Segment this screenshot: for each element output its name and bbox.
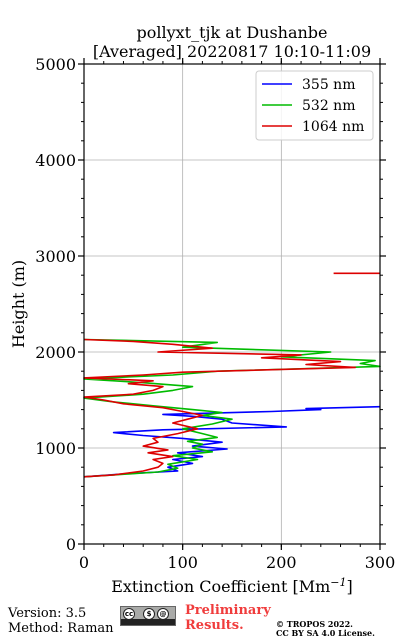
y-tick-label: 5000 (35, 55, 76, 74)
copyright-note: © TROPOS 2022. CC BY SA 4.0 License. (276, 620, 375, 638)
cc-license-icon: cc $ @ (120, 606, 176, 626)
y-tick-label: 3000 (35, 247, 76, 266)
preliminary-line2: Results. (185, 618, 244, 633)
preliminary-line1: Preliminary (185, 603, 271, 618)
x-tick-label: 200 (266, 553, 297, 572)
legend-box (255, 70, 374, 141)
plot-frame (83, 63, 381, 545)
copyright-line2: CC BY SA 4.0 License. (276, 628, 375, 638)
x-tick-label: 300 (365, 553, 396, 572)
legend-label-3: 1064 nm (302, 119, 364, 135)
x-axis-label-sup: −1 (330, 576, 346, 589)
series-line-2 (83, 338, 381, 478)
legend-label-1: 355 nm (302, 77, 355, 93)
y-tick-label: 2000 (35, 343, 76, 362)
x-axis-label: Extinction Coefficient [Mm−1] (111, 576, 353, 596)
y-tick-label: 1000 (35, 439, 76, 458)
y-axis-label: Height (m) (9, 260, 28, 348)
series-layer (83, 272, 381, 478)
y-tick-label: 0 (66, 535, 76, 554)
legend: 355 nm 532 nm 1064 nm (255, 70, 374, 141)
series-line-1 (83, 405, 381, 478)
preliminary-results-note: Preliminary Results. (185, 603, 271, 633)
copyright-line1: © TROPOS 2022. (276, 619, 353, 629)
series-line-3 (83, 338, 357, 478)
version-text: Version: 3.5 (8, 606, 87, 621)
method-text: Method: Raman (8, 621, 114, 636)
x-tick-label: 100 (167, 553, 198, 572)
chart-title-line1: pollyxt_tjk at Dushanbe (136, 23, 328, 42)
x-tick-label: 0 (79, 553, 89, 572)
chart-title-line2: [Averaged] 20220817 10:10-11:09 (92, 42, 372, 61)
y-tick-label: 4000 (35, 151, 76, 170)
legend-label-2: 532 nm (302, 98, 355, 114)
x-axis-label-end: ] (347, 577, 353, 596)
